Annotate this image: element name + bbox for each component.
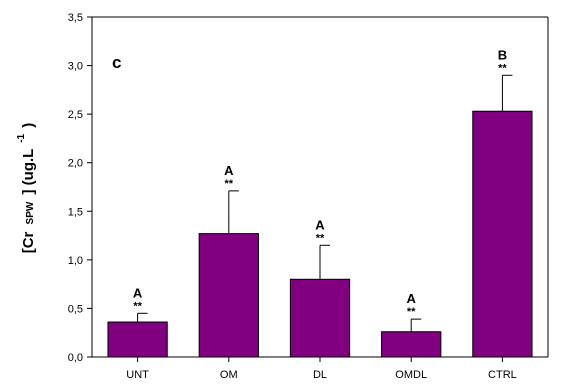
bar — [472, 110, 533, 358]
y-tick-label: 0,5 — [68, 303, 83, 315]
x-tick-label: DL — [313, 369, 327, 381]
y-tick-label: 1,0 — [68, 255, 83, 267]
y-tick-label: 2,0 — [68, 158, 83, 170]
panel-label: c — [112, 53, 121, 72]
bar — [107, 321, 168, 358]
x-tick-label: OM — [220, 369, 238, 381]
y-axis-ticks: 0,0 0,5 1,0 1,5 2,0 2,5 3,0 3,5 — [68, 12, 92, 364]
significance-label: ** — [316, 232, 325, 244]
y-label-suffix: ) — [20, 123, 37, 128]
bars: **A**A**A**A**B — [107, 47, 533, 358]
y-label-prefix: [Cr — [20, 231, 37, 253]
y-tick-label: 2,5 — [68, 109, 83, 121]
group-letter-label: A — [133, 285, 143, 300]
significance-label: ** — [407, 306, 416, 318]
bar — [381, 331, 442, 358]
y-label-superscript: -1 — [16, 133, 27, 142]
x-tick-label: UNT — [126, 369, 149, 381]
y-label-subscript: SPW — [25, 201, 36, 224]
axes — [91, 16, 549, 358]
x-tick-label: OMDL — [395, 369, 427, 381]
y-tick-label: 0,0 — [68, 352, 83, 364]
significance-label: ** — [498, 62, 507, 74]
x-tick-label: CTRL — [488, 369, 517, 381]
y-label-middle: ] (ug.L — [20, 149, 37, 195]
group-letter-label: A — [315, 217, 325, 232]
bar — [289, 278, 351, 358]
y-tick-label: 3,0 — [68, 61, 83, 73]
group-letter-label: B — [498, 47, 507, 62]
significance-label: ** — [225, 178, 234, 190]
x-axis-ticks: UNT OM DL OMDL CTRL — [126, 357, 517, 381]
y-axis-label: [Cr SPW ] (ug.L -1 ) — [11, 123, 37, 254]
y-tick-label: 3,5 — [68, 12, 83, 24]
group-letter-label: A — [224, 163, 234, 178]
bar — [198, 233, 259, 358]
group-letter-label: A — [407, 291, 417, 306]
y-tick-label: 1,5 — [68, 206, 83, 218]
significance-label: ** — [133, 300, 142, 312]
